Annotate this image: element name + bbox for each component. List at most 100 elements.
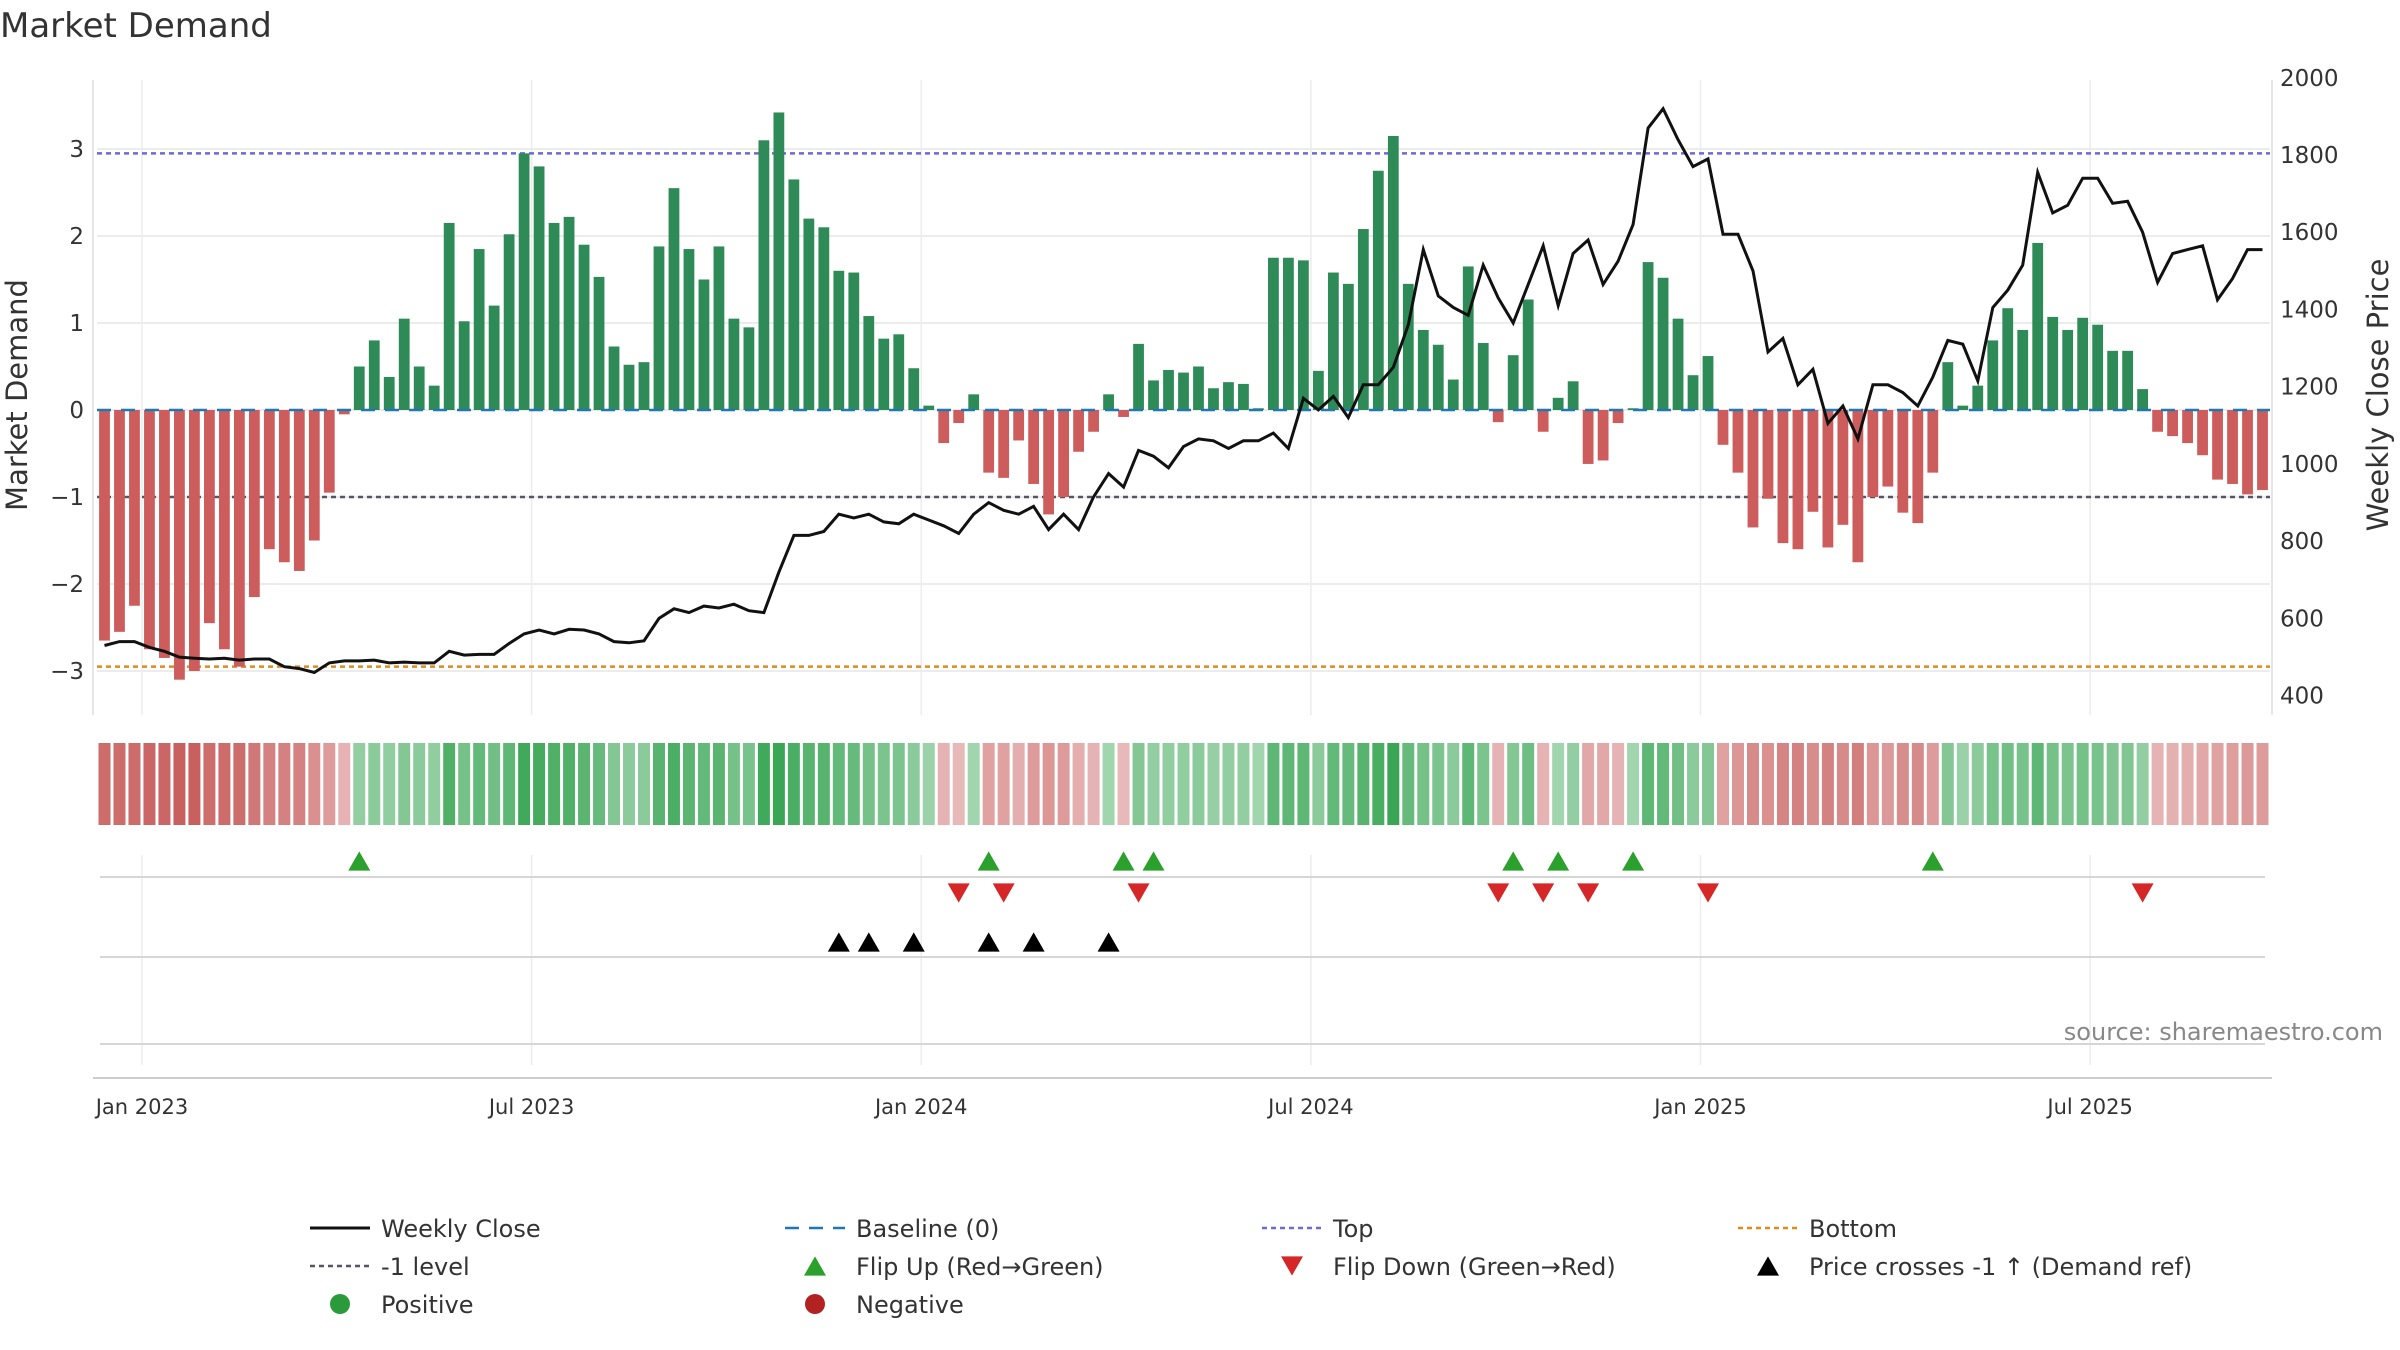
strip-cell: [757, 743, 770, 825]
demand-bar: [1552, 397, 1564, 410]
demand-bar: [174, 410, 185, 680]
demand-bar: [2182, 410, 2193, 444]
demand-bar: [1612, 410, 1624, 424]
flip-down-marker: [1127, 883, 1150, 903]
demand-bar: [803, 218, 815, 410]
x-tick-label: Jan 2025: [1652, 1095, 1747, 1119]
legend: Weekly Close Baseline (0) Top Bottom -1 leve…: [310, 1215, 2192, 1319]
strip-cell: [1342, 743, 1355, 825]
strip-cell: [263, 743, 276, 825]
demand-bar: [638, 362, 650, 410]
legend-label: Weekly Close: [381, 1215, 541, 1243]
y2-tick-label: 800: [2280, 529, 2324, 555]
demand-bar: [1912, 410, 1924, 524]
source-note: source: sharemaestro.com: [2064, 1018, 2383, 1046]
legend-item: Positive: [330, 1291, 474, 1319]
strip-cell: [2196, 743, 2209, 825]
strip-cell: [518, 743, 531, 825]
legend-label: Negative: [856, 1291, 964, 1319]
flip-down-marker: [1577, 883, 1600, 903]
demand-bar: [1492, 410, 1504, 423]
strip-cell: [1911, 743, 1924, 825]
strip-cell: [1117, 743, 1130, 825]
flip-down-marker: [2131, 883, 2154, 903]
demand-bar: [248, 410, 260, 598]
strip-cell: [533, 743, 546, 825]
demand-bar: [1312, 370, 1324, 410]
y2-tick-label: 1000: [2280, 452, 2339, 478]
legend-item: Top: [1262, 1215, 1374, 1243]
demand-bar: [1148, 380, 1159, 410]
demand-bar: [773, 112, 785, 411]
demand-bar: [204, 410, 215, 624]
strip-cell: [1267, 743, 1280, 825]
demand-bar: [758, 140, 770, 411]
gridlines: [92, 80, 2273, 1065]
legend-label: Flip Down (Green→Red): [1333, 1253, 1616, 1281]
strip-cell: [608, 743, 621, 825]
strip-cell: [877, 743, 890, 825]
strip-cell: [1926, 743, 1939, 825]
flip-down-marker: [1697, 883, 1720, 903]
demand-bar: [1837, 410, 1849, 525]
strip-cell: [802, 743, 815, 825]
price-cross-marker: [902, 932, 925, 952]
strip-cell: [413, 743, 426, 825]
demand-heat-strip: [98, 743, 2269, 825]
demand-bar: [1073, 410, 1084, 452]
demand-bar: [1208, 388, 1219, 410]
legend-swatch: [330, 1294, 350, 1314]
demand-bar: [1582, 410, 1594, 464]
strip-cell: [143, 743, 156, 825]
demand-bar: [1852, 410, 1864, 563]
strip-cell: [907, 743, 920, 825]
demand-bar: [1163, 369, 1174, 410]
strip-cell: [128, 743, 141, 825]
demand-bar: [938, 410, 950, 444]
strip-cell: [1102, 743, 1115, 825]
strip-cell: [892, 743, 905, 825]
strip-cell: [1866, 743, 1879, 825]
demand-bar: [998, 410, 1010, 478]
legend-label: Positive: [381, 1291, 474, 1319]
price-cross-marker: [857, 932, 880, 952]
demand-bar: [1297, 260, 1309, 410]
strip-cell: [1282, 743, 1295, 825]
strip-cell: [2001, 743, 2014, 825]
strip-cell: [1507, 743, 1520, 825]
legend-swatch: [1281, 1256, 1303, 1276]
strip-cell: [712, 743, 725, 825]
strip-cell: [2226, 743, 2239, 825]
demand-bar: [578, 244, 590, 410]
y2-tick-label: 1400: [2280, 297, 2339, 323]
strip-cell: [1477, 743, 1490, 825]
strip-cell: [682, 743, 695, 825]
strip-cell: [2136, 743, 2149, 825]
strip-cell: [1597, 743, 1610, 825]
strip-cell: [1687, 743, 1700, 825]
strip-cell: [1432, 743, 1445, 825]
strip-cell: [1252, 743, 1265, 825]
strip-cell: [218, 743, 231, 825]
demand-bar: [1987, 340, 1999, 410]
strip-cell: [443, 743, 456, 825]
y2-tick-label: 1600: [2280, 220, 2339, 246]
flip-up-marker: [1921, 851, 1944, 871]
strip-cell: [2181, 743, 2194, 825]
demand-bar: [1462, 266, 1474, 410]
strip-cell: [1552, 743, 1565, 825]
demand-bar: [1387, 135, 1399, 410]
demand-bar: [1897, 410, 1909, 513]
strip-cell: [667, 743, 680, 825]
demand-bar: [653, 246, 665, 410]
strip-cell: [742, 743, 755, 825]
strip-cell: [1147, 743, 1160, 825]
strip-cell: [548, 743, 561, 825]
strip-cell: [1746, 743, 1759, 825]
strip-cell: [1462, 743, 1475, 825]
demand-bar: [1342, 283, 1354, 410]
demand-bar: [683, 249, 695, 410]
strip-cell: [2256, 743, 2269, 825]
strip-cell: [1447, 743, 1460, 825]
y2-tick-label: 1800: [2280, 143, 2339, 169]
